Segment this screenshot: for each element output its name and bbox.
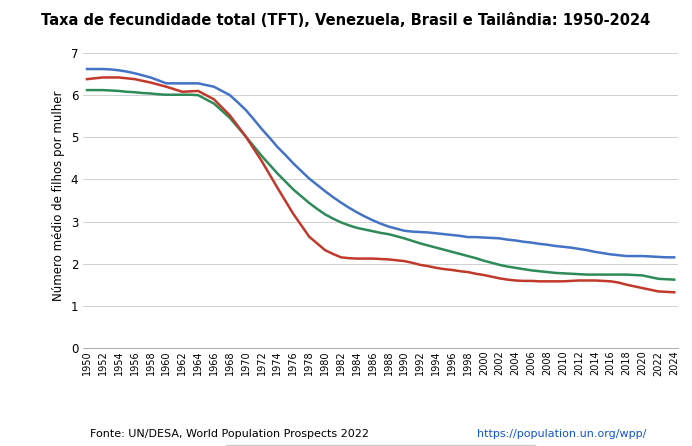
Venezuela — [543, 242, 552, 248]
Tailândia — [559, 279, 567, 284]
Tailândia — [138, 78, 147, 83]
Brasil — [527, 268, 536, 273]
Text: https://population.un.org/wpp/: https://population.un.org/wpp/ — [477, 429, 647, 439]
Tailândia — [83, 76, 91, 82]
Venezuela — [670, 255, 678, 260]
Tailândia — [614, 280, 623, 285]
Brasil — [607, 272, 615, 277]
Tailândia — [99, 75, 107, 80]
Brasil — [83, 87, 91, 93]
Line: Brasil: Brasil — [87, 90, 674, 280]
Tailândia — [575, 278, 583, 283]
Brasil — [567, 271, 575, 277]
Tailândia — [670, 289, 678, 295]
Text: Fonte: UN/DESA, World Population Prospects 2022: Fonte: UN/DESA, World Population Prospec… — [90, 429, 372, 439]
Brasil — [551, 270, 559, 276]
Line: Tailândia: Tailândia — [87, 78, 674, 292]
Tailândia — [551, 279, 559, 284]
Text: Taxa de fecundidade total (TFT), Venezuela, Brasil e Tailândia: 1950-2024: Taxa de fecundidade total (TFT), Venezue… — [42, 13, 650, 29]
Venezuela — [131, 70, 139, 76]
Venezuela — [662, 255, 671, 260]
Tailândia — [535, 279, 543, 284]
Venezuela — [527, 240, 536, 245]
Venezuela — [567, 245, 575, 250]
Legend: Venezuela, Brasil, Tailândia: Venezuela, Brasil, Tailândia — [226, 445, 536, 446]
Brasil — [543, 269, 552, 275]
Venezuela — [607, 252, 615, 257]
Venezuela — [83, 66, 91, 72]
Line: Venezuela: Venezuela — [87, 69, 674, 257]
Venezuela — [551, 243, 559, 248]
Y-axis label: Número médio de filhos por mulher: Número médio de filhos por mulher — [52, 91, 65, 301]
Brasil — [131, 90, 139, 95]
Brasil — [670, 277, 678, 282]
